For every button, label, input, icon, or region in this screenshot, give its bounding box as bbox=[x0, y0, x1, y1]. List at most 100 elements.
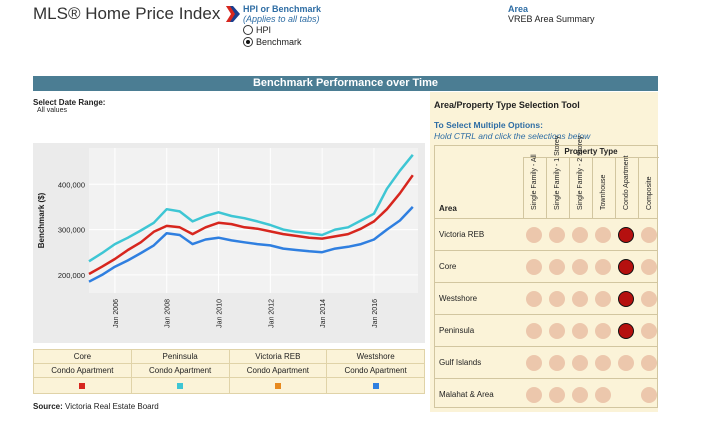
section-banner: Benchmark Performance over Time bbox=[33, 76, 658, 91]
y-tick-label: 300,000 bbox=[58, 226, 85, 235]
selection-cell[interactable] bbox=[595, 323, 611, 339]
selection-cell[interactable] bbox=[549, 323, 565, 339]
selection-cell[interactable] bbox=[641, 387, 657, 403]
selection-cell[interactable] bbox=[641, 291, 657, 307]
legend-type: Condo Apartment bbox=[34, 364, 131, 378]
y-axis-label: Benchmark ($) bbox=[37, 192, 46, 248]
area-row-label[interactable]: Gulf Islands bbox=[439, 358, 482, 367]
brand-title: MLS® Home Price Index bbox=[33, 4, 221, 23]
radio-hpi-circle[interactable] bbox=[243, 25, 253, 35]
selection-cell[interactable] bbox=[618, 355, 634, 371]
selection-cell[interactable] bbox=[526, 291, 542, 307]
area-row: Victoria REB bbox=[435, 218, 657, 251]
selection-cell[interactable] bbox=[595, 259, 611, 275]
x-tick-label: Jan 2006 bbox=[113, 299, 120, 328]
property-type-column-label: Composite bbox=[646, 176, 653, 210]
benchmark-chart: 200,000 300,000 400,000 Jan 2006 Jan 2008 Jan… bbox=[33, 143, 425, 343]
mls-logo-icon bbox=[226, 6, 241, 22]
area-row-label[interactable]: Core bbox=[439, 262, 457, 271]
property-type-column-label: Townhouse bbox=[600, 174, 607, 210]
selection-cell[interactable] bbox=[526, 387, 542, 403]
area-row-label[interactable]: Westshore bbox=[439, 294, 478, 303]
area-row-label[interactable]: Victoria REB bbox=[439, 230, 485, 239]
selection-cell[interactable] bbox=[526, 259, 542, 275]
legend-item[interactable]: Peninsula Condo Apartment bbox=[131, 350, 230, 393]
property-type-column-header[interactable]: Composite bbox=[638, 158, 661, 218]
selection-cell-selected[interactable] bbox=[618, 323, 634, 339]
x-tick-label: Jan 2010 bbox=[217, 299, 224, 328]
selection-cell-selected[interactable] bbox=[618, 259, 634, 275]
selection-cell[interactable] bbox=[549, 387, 565, 403]
selection-cell[interactable] bbox=[641, 355, 657, 371]
chart-legend: Core Condo Apartment Peninsula Condo Apa… bbox=[33, 349, 425, 394]
area-row-label[interactable]: Malahat & Area bbox=[439, 390, 494, 399]
area-summary: Area VREB Area Summary bbox=[508, 4, 595, 24]
area-row-label[interactable]: Peninsula bbox=[439, 326, 475, 335]
date-range-value[interactable]: All values bbox=[37, 107, 67, 114]
selection-cell[interactable] bbox=[595, 291, 611, 307]
legend-area: Westshore bbox=[327, 350, 424, 364]
y-tick-label: 400,000 bbox=[58, 180, 85, 189]
property-type-column-header[interactable]: Townhouse bbox=[592, 158, 615, 218]
legend-swatch bbox=[274, 383, 281, 389]
area-row: Westshore bbox=[435, 282, 657, 315]
selection-cell[interactable] bbox=[641, 323, 657, 339]
selection-cell[interactable] bbox=[572, 323, 588, 339]
property-type-grid: Property Type Area Single Family - All Si… bbox=[434, 136, 661, 411]
selection-cell-selected[interactable] bbox=[618, 291, 634, 307]
property-type-column-label: Single Family - 2 Storey bbox=[577, 135, 584, 210]
tool-title: Area/Property Type Selection Tool bbox=[434, 100, 580, 110]
legend-type: Condo Apartment bbox=[131, 364, 229, 378]
selection-cell[interactable] bbox=[595, 387, 611, 403]
x-tick-label: Jan 2012 bbox=[268, 299, 275, 328]
y-tick-label: 200,000 bbox=[58, 271, 85, 280]
selection-cell[interactable] bbox=[641, 227, 657, 243]
legend-area: Peninsula bbox=[131, 350, 229, 364]
area-column-header: Area bbox=[439, 204, 457, 213]
selection-cell[interactable] bbox=[572, 387, 588, 403]
legend-item[interactable]: Core Condo Apartment bbox=[34, 350, 132, 393]
selection-cell[interactable] bbox=[549, 355, 565, 371]
selection-cell-selected[interactable] bbox=[618, 227, 634, 243]
property-type-column-label: Single Family - 1 Storey bbox=[554, 135, 561, 210]
legend-swatch bbox=[177, 383, 184, 389]
radio-benchmark-label: Benchmark bbox=[256, 37, 302, 47]
brand: MLS® Home Price Index bbox=[33, 4, 241, 24]
source-note: Source: Victoria Real Estate Board bbox=[33, 402, 159, 411]
area-row: Peninsula bbox=[435, 314, 657, 347]
property-type-column-header[interactable]: Single Family - All bbox=[523, 154, 546, 218]
legend-type: Condo Apartment bbox=[327, 364, 424, 378]
selection-cell[interactable] bbox=[595, 355, 611, 371]
radio-benchmark[interactable]: Benchmark bbox=[243, 36, 321, 48]
area-row: Gulf Islands bbox=[435, 346, 657, 379]
hpi-benchmark-toggle: HPI or Benchmark (Applies to all tabs) H… bbox=[243, 4, 321, 48]
x-tick-label: Jan 2016 bbox=[372, 299, 379, 328]
selection-cell[interactable] bbox=[572, 227, 588, 243]
selection-cell[interactable] bbox=[572, 291, 588, 307]
legend-item[interactable]: Victoria REB Condo Apartment bbox=[229, 350, 328, 393]
legend-swatch bbox=[79, 383, 86, 389]
selection-cell[interactable] bbox=[549, 291, 565, 307]
x-tick-label: Jan 2008 bbox=[165, 299, 172, 328]
selection-cell[interactable] bbox=[595, 227, 611, 243]
selection-cell[interactable] bbox=[572, 259, 588, 275]
selection-cell[interactable] bbox=[526, 227, 542, 243]
source-value: Victoria Real Estate Board bbox=[65, 402, 159, 411]
selection-cell[interactable] bbox=[641, 259, 657, 275]
legend-area: Core bbox=[34, 350, 131, 364]
radio-hpi[interactable]: HPI bbox=[243, 24, 321, 36]
area-row: Malahat & Area bbox=[435, 378, 657, 411]
legend-item[interactable]: Westshore Condo Apartment bbox=[327, 350, 424, 393]
selection-cell[interactable] bbox=[572, 355, 588, 371]
date-range-label: Select Date Range: bbox=[33, 98, 106, 107]
property-type-column-header[interactable]: Single Family - 1 Storey bbox=[546, 136, 569, 218]
selection-cell[interactable] bbox=[526, 355, 542, 371]
selection-cell[interactable] bbox=[549, 259, 565, 275]
selection-cell[interactable] bbox=[549, 227, 565, 243]
radio-benchmark-circle[interactable] bbox=[243, 37, 253, 47]
area-value: VREB Area Summary bbox=[508, 14, 595, 24]
property-type-column-header[interactable]: Single Family - 2 Storey bbox=[569, 136, 592, 218]
property-type-column-header[interactable]: Condo Apartment bbox=[615, 156, 638, 218]
property-type-header: Property Type bbox=[523, 146, 659, 158]
selection-cell[interactable] bbox=[526, 323, 542, 339]
